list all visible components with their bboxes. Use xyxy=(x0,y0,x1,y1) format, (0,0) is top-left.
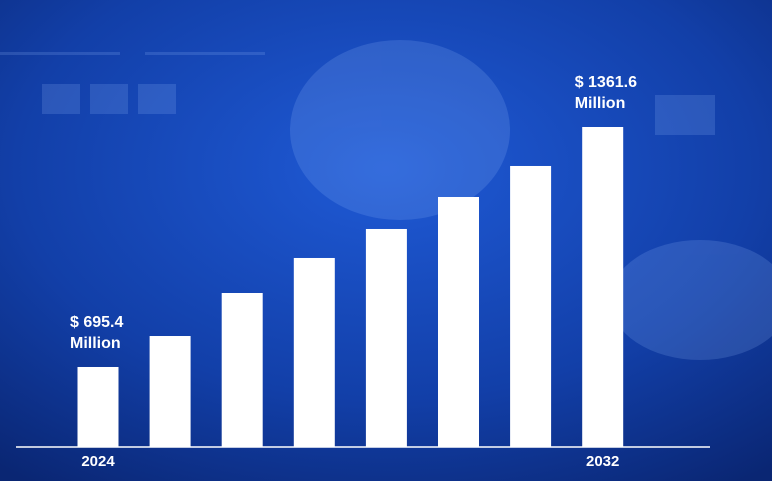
value-label: $ 1361.6 Million xyxy=(574,74,637,112)
x-tick-label: 2032 xyxy=(586,453,620,470)
bar xyxy=(510,165,552,447)
bar xyxy=(221,292,263,447)
bar xyxy=(582,127,624,447)
bar xyxy=(293,257,335,447)
plot xyxy=(77,127,624,447)
x-tick-label: 2024 xyxy=(81,453,115,470)
bar xyxy=(438,196,479,447)
bar xyxy=(77,366,119,447)
decoration xyxy=(0,40,772,360)
bar xyxy=(365,228,407,447)
value-label: $ 695.4 Million xyxy=(70,313,124,352)
bar xyxy=(149,336,191,447)
